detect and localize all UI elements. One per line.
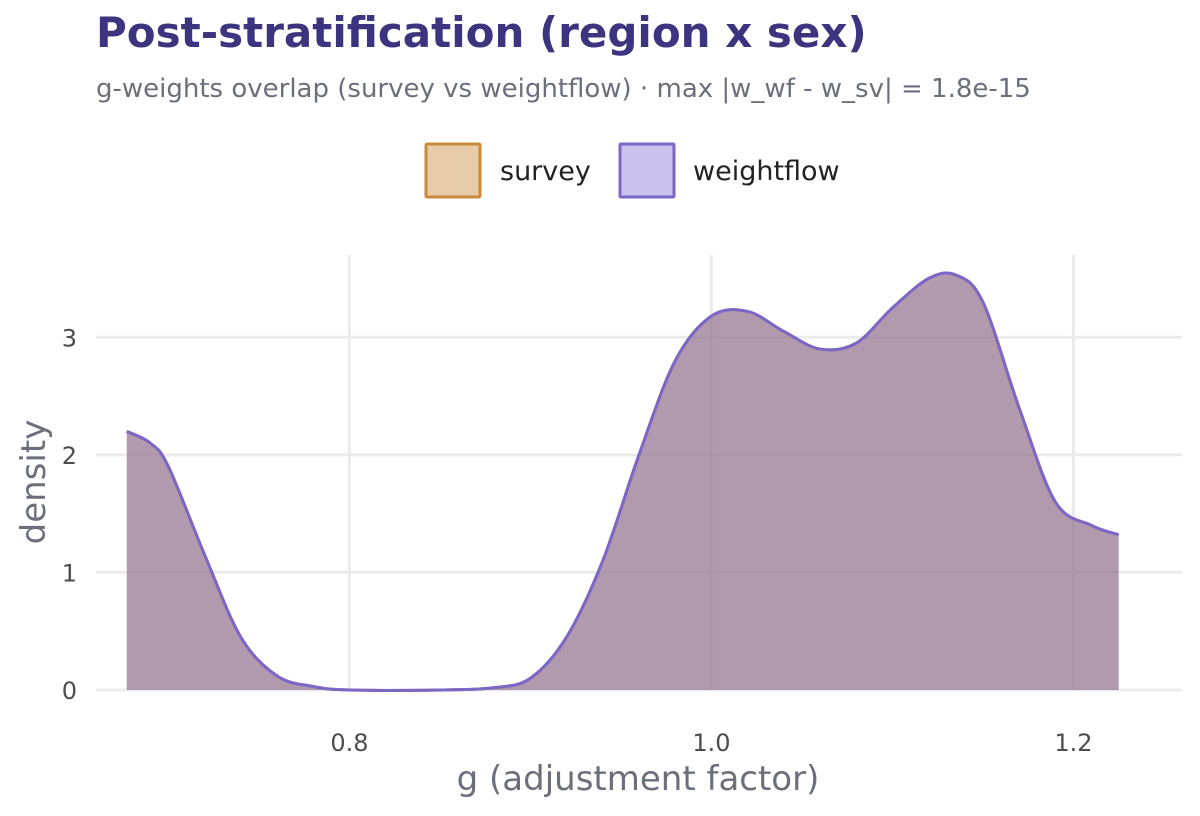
y-tick-label: 1 (62, 559, 77, 587)
area-survey (126, 272, 1119, 691)
legend-swatch-survey (424, 142, 482, 199)
legend-label-survey: survey (500, 156, 591, 187)
legend-label-weightflow: weightflow (693, 156, 840, 187)
x-tick-label: 1.0 (692, 729, 730, 757)
x-axis-label: g (adjustment factor) (457, 759, 820, 799)
line-weightflow (126, 271, 1120, 692)
area-weightflow (126, 272, 1119, 691)
chart-subtitle: g-weights overlap (survey vs weightflow)… (96, 74, 1031, 104)
chart-title: Post-stratification (region x sex) (96, 8, 867, 57)
y-tick-label: 0 (62, 677, 77, 705)
y-tick-label: 2 (62, 442, 77, 470)
y-axis-label: density (14, 420, 54, 545)
x-tick-label: 0.8 (330, 729, 368, 757)
x-tick-label: 1.2 (1054, 729, 1092, 757)
x-axis-ticks: 0.8 1.0 1.2 (330, 729, 1092, 757)
legend: survey weightflow (424, 142, 840, 199)
y-axis-ticks: 0 1 2 3 (62, 324, 77, 705)
density-areas (126, 272, 1119, 691)
legend-swatch-weightflow (618, 142, 676, 199)
density-lines (126, 271, 1120, 692)
y-tick-label: 3 (62, 324, 77, 352)
